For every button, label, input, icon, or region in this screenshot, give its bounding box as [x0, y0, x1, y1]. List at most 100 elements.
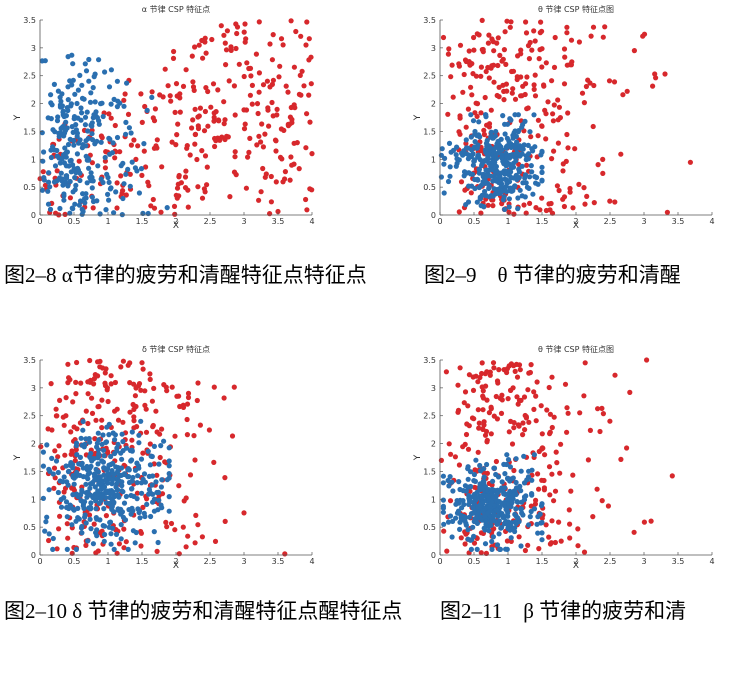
point-red [53, 210, 59, 216]
series-blue [438, 112, 545, 212]
point-red [538, 19, 544, 25]
point-blue [40, 449, 47, 455]
point-red [269, 99, 275, 106]
point-red [532, 38, 538, 44]
point-red [487, 369, 493, 375]
point-red [504, 88, 510, 94]
point-blue [75, 87, 81, 93]
point-blue [515, 515, 521, 521]
point-red [172, 527, 178, 533]
x-tick-label: 0.5 [468, 557, 481, 566]
point-red [591, 82, 597, 89]
point-red [298, 33, 304, 39]
point-blue [59, 156, 65, 162]
point-red [248, 73, 254, 79]
point-blue [107, 519, 114, 525]
point-red [273, 179, 279, 185]
point-red [474, 31, 480, 37]
point-red [303, 42, 309, 48]
point-blue [58, 504, 65, 510]
x-tick-label: 1.5 [136, 557, 149, 566]
point-red [256, 133, 262, 139]
point-red [224, 28, 230, 34]
point-blue [481, 204, 487, 210]
point-red [541, 477, 547, 484]
chart-alpha: α 节律 CSP 特征点 0 0.5 1 1.5 2 2.5 3 3.5 4 0 0.5 1 1.5 2 2.… [0, 0, 370, 230]
point-red [210, 81, 217, 87]
point-blue [440, 473, 446, 479]
point-blue [100, 523, 106, 529]
point-blue [515, 195, 521, 201]
point-red [91, 381, 97, 387]
point-blue [109, 490, 115, 496]
point-blue [497, 174, 503, 180]
point-red [533, 497, 539, 503]
point-red [539, 431, 545, 437]
point-blue [512, 112, 518, 118]
point-blue [74, 100, 80, 107]
point-blue [507, 464, 513, 470]
point-red [595, 162, 601, 168]
point-blue [472, 139, 478, 145]
x-tick-label: 1.5 [536, 557, 549, 566]
point-blue [106, 179, 112, 185]
point-red [549, 374, 555, 380]
point-blue [477, 462, 483, 469]
point-blue [137, 508, 143, 514]
point-red [125, 111, 132, 117]
point-red [241, 73, 247, 80]
point-blue [490, 478, 496, 484]
point-red [68, 429, 74, 435]
point-blue [466, 501, 472, 507]
point-red [150, 196, 156, 203]
point-red [72, 458, 78, 464]
point-red [268, 173, 274, 180]
point-red [53, 406, 59, 412]
point-red [512, 96, 519, 102]
point-blue [125, 166, 131, 172]
point-red [280, 179, 286, 185]
point-blue [467, 153, 473, 159]
point-blue [106, 524, 112, 530]
point-red [151, 385, 157, 391]
point-red [545, 99, 551, 105]
point-blue [87, 470, 93, 476]
point-blue [108, 541, 114, 547]
point-red [249, 101, 255, 107]
point-red [561, 194, 568, 200]
point-blue [465, 527, 471, 533]
point-red [534, 379, 540, 385]
point-red [547, 431, 553, 437]
point-blue [505, 476, 511, 482]
point-red [506, 429, 512, 435]
point-blue [111, 210, 117, 216]
point-red [211, 459, 217, 465]
point-red [175, 121, 181, 127]
point-red [549, 471, 555, 477]
point-red [56, 526, 62, 532]
point-blue [82, 499, 88, 505]
point-blue [473, 457, 479, 463]
point-blue [499, 170, 505, 176]
point-blue [59, 91, 65, 97]
point-red [253, 51, 259, 57]
point-blue [129, 505, 135, 511]
point-blue [474, 546, 480, 552]
point-blue [61, 191, 67, 197]
point-blue [82, 122, 88, 128]
point-red [457, 42, 464, 48]
point-blue [68, 157, 74, 163]
point-blue [468, 483, 474, 490]
point-red [543, 136, 549, 142]
point-red [531, 28, 537, 34]
point-red [40, 169, 46, 175]
point-red [618, 456, 624, 462]
point-blue [48, 100, 54, 106]
point-red [490, 203, 496, 209]
y-tick-label: 3 [431, 384, 436, 393]
point-red [529, 47, 535, 53]
point-blue [124, 80, 130, 86]
point-blue [39, 58, 45, 64]
point-red [291, 64, 297, 70]
point-red [221, 395, 227, 401]
